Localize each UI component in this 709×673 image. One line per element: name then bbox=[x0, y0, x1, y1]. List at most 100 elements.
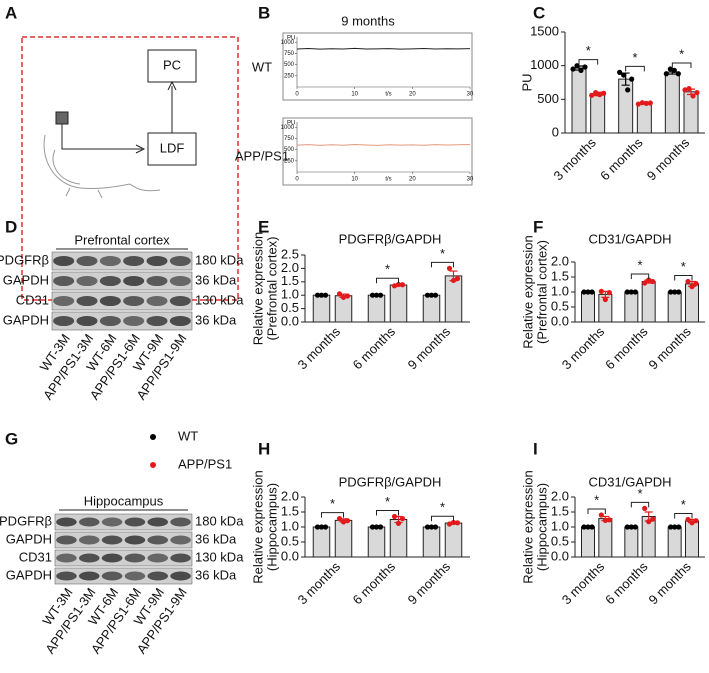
bar bbox=[444, 522, 463, 558]
blot-row-label: GAPDH bbox=[6, 531, 52, 546]
chart-title: PDGFRβ/GAPDH bbox=[339, 231, 442, 246]
blot-band bbox=[123, 315, 145, 327]
data-point bbox=[606, 517, 612, 523]
trace-frame bbox=[282, 32, 473, 101]
blot-band bbox=[56, 553, 77, 563]
data-point bbox=[624, 289, 630, 295]
y-tick-label: 1.0 bbox=[281, 287, 299, 302]
data-point bbox=[395, 520, 402, 527]
data-point bbox=[582, 64, 588, 70]
blot-band bbox=[147, 535, 169, 545]
bar bbox=[590, 93, 606, 134]
y-tick-label: 0.0 bbox=[281, 313, 299, 328]
bar bbox=[581, 291, 595, 323]
blot-band bbox=[170, 571, 191, 581]
data-point bbox=[671, 67, 677, 73]
bar bbox=[312, 294, 331, 323]
blot-band bbox=[147, 517, 169, 527]
bar bbox=[571, 67, 587, 134]
y-axis-label: PU bbox=[287, 121, 295, 127]
significance-star: * bbox=[440, 500, 445, 515]
probe bbox=[55, 111, 69, 125]
y-axis-label: PU bbox=[287, 36, 295, 42]
blot-band bbox=[99, 295, 121, 307]
blot-band bbox=[169, 315, 191, 327]
blot-band bbox=[146, 295, 168, 307]
data-point bbox=[318, 524, 325, 530]
data-point bbox=[399, 516, 406, 522]
data-point bbox=[629, 76, 635, 82]
x-tick-label: 10 bbox=[351, 92, 358, 98]
ldf-label: LDF bbox=[160, 140, 185, 155]
blot-band bbox=[123, 255, 145, 267]
y-tick-label: 500 bbox=[284, 62, 295, 68]
chart-title: CD31/GAPDH bbox=[588, 474, 671, 489]
x-tick-label: 3 months bbox=[559, 559, 608, 608]
data-point bbox=[672, 524, 678, 530]
x-tick-label: 30 bbox=[467, 177, 474, 183]
bar bbox=[422, 526, 441, 558]
data-point bbox=[689, 520, 695, 526]
x-tick-label: 3 months bbox=[295, 559, 344, 608]
blot-row-label: PDGFRβ bbox=[0, 513, 52, 528]
data-point bbox=[589, 289, 595, 295]
blot-band bbox=[78, 553, 100, 563]
significance-bracket bbox=[625, 65, 645, 72]
y-axis-label: (Prefrontal cortex) bbox=[534, 240, 549, 344]
x-tick-label: 0 bbox=[295, 177, 299, 183]
significance-bracket bbox=[431, 515, 454, 522]
bar bbox=[667, 526, 682, 558]
data-point bbox=[322, 292, 329, 298]
significance-bracket bbox=[376, 277, 399, 284]
blot-size-label: 130 kDa bbox=[195, 292, 244, 307]
significance-bracket bbox=[578, 59, 599, 65]
significance-star: * bbox=[385, 494, 390, 509]
data-point bbox=[344, 518, 351, 524]
panel-letter: A bbox=[5, 3, 17, 22]
data-point bbox=[391, 283, 398, 289]
blot-band bbox=[170, 535, 191, 545]
blot-row-label: GAPDH bbox=[3, 312, 49, 327]
x-axis-label: t/s bbox=[385, 92, 391, 98]
x-tick-label: 6 months bbox=[350, 324, 399, 373]
data-point bbox=[667, 66, 673, 72]
data-point bbox=[589, 524, 595, 530]
y-tick-label: 1.5 bbox=[281, 273, 299, 288]
blot-band bbox=[101, 535, 123, 545]
blot-band bbox=[101, 517, 123, 527]
data-point bbox=[606, 290, 612, 296]
data-point bbox=[676, 524, 682, 530]
significance-bracket bbox=[321, 512, 344, 518]
x-tick-label: 9 months bbox=[645, 324, 694, 373]
blot-band bbox=[99, 315, 121, 327]
trace-frame bbox=[282, 117, 473, 186]
blot-band bbox=[169, 255, 191, 267]
significance-star: * bbox=[330, 496, 335, 511]
data-point bbox=[395, 281, 402, 288]
y-tick-label: 1500 bbox=[530, 23, 559, 38]
data-point bbox=[428, 524, 435, 530]
legend-label: APP/PS1 bbox=[178, 456, 232, 471]
data-point bbox=[344, 293, 351, 299]
data-point bbox=[624, 524, 630, 530]
bar bbox=[685, 283, 699, 323]
panel-letter: H bbox=[258, 439, 270, 458]
data-point bbox=[424, 292, 431, 298]
blot-band bbox=[78, 517, 100, 527]
y-axis-label: Relative expression bbox=[250, 470, 265, 583]
data-point bbox=[598, 288, 604, 294]
blot-row-label: PDGFRβ bbox=[0, 252, 49, 267]
data-point bbox=[369, 524, 376, 530]
y-tick-label: 2.0 bbox=[281, 488, 299, 503]
significance-bracket bbox=[674, 275, 693, 281]
y-tick-label: 1000 bbox=[281, 125, 295, 131]
trace-label: WT bbox=[252, 59, 272, 74]
y-tick-label: 1.0 bbox=[281, 518, 299, 533]
data-point bbox=[369, 292, 376, 298]
data-point bbox=[593, 90, 599, 96]
data-point bbox=[399, 282, 406, 288]
data-point bbox=[446, 521, 453, 527]
data-point bbox=[597, 92, 603, 98]
significance-star: * bbox=[681, 259, 686, 274]
